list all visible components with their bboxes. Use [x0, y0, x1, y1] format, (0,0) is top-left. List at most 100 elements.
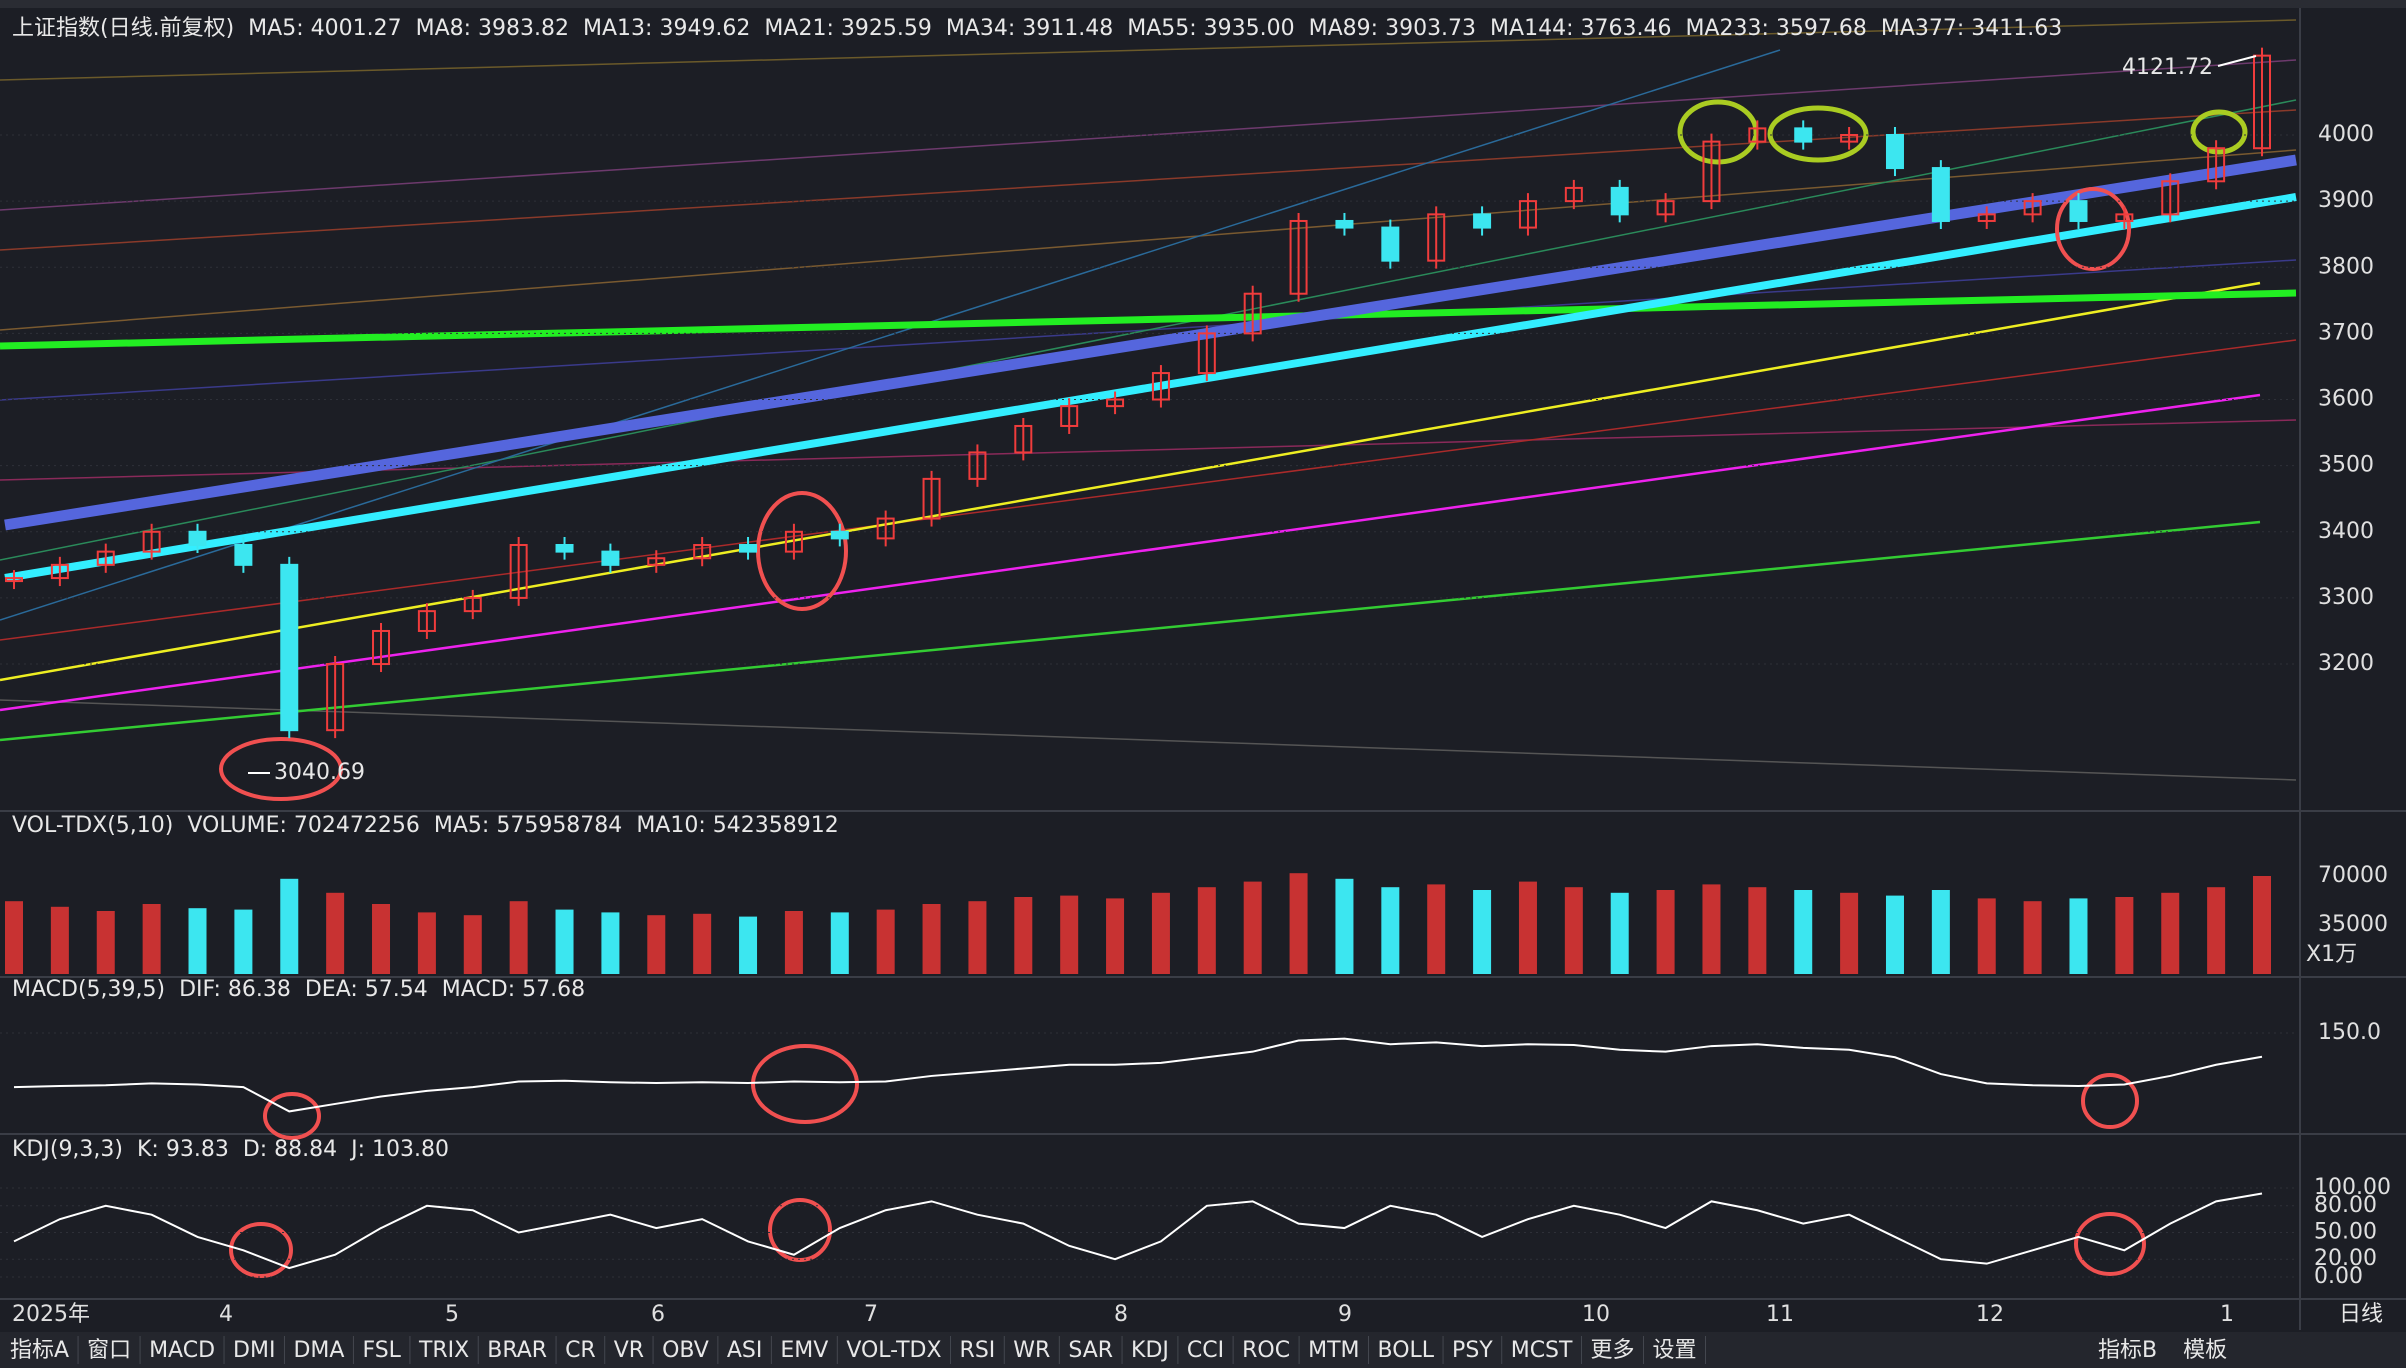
volume-tick-label: 70000	[2318, 863, 2388, 888]
candle	[1427, 213, 1446, 262]
ma-legend: MA21: 3925.59	[764, 16, 931, 41]
price-tick-label: 3800	[2318, 254, 2374, 279]
volume-bar	[693, 913, 712, 974]
indicator-tab[interactable]: BRAR	[487, 1338, 547, 1363]
indicator-tab[interactable]: DMI	[233, 1338, 275, 1363]
candle	[1289, 219, 1308, 295]
indicator-tab[interactable]: 窗口	[87, 1338, 131, 1363]
indicator-tab[interactable]: ASI	[727, 1338, 763, 1363]
volume-value: VOLUME: 702472256	[187, 813, 420, 838]
candle	[1885, 134, 1904, 170]
volume-bar	[326, 892, 345, 974]
trend-lines	[0, 19, 2297, 781]
volume-bar	[234, 909, 253, 974]
indicator-tab[interactable]: SAR	[1068, 1338, 1113, 1363]
indicator-tab[interactable]: BOLL	[1378, 1338, 1435, 1363]
volume-bar	[2023, 901, 2042, 974]
volume-bar	[1014, 897, 1033, 974]
candle	[2023, 200, 2042, 216]
candle	[647, 557, 666, 566]
volume-bar	[188, 908, 207, 974]
candle	[372, 629, 391, 666]
panel-title: MACD(5,39,5)	[12, 977, 165, 1002]
volume-bar	[372, 904, 391, 974]
indicator-tab[interactable]: KDJ	[1131, 1338, 1169, 1363]
volume-bar	[50, 906, 69, 974]
indicator-tab[interactable]: EMV	[780, 1338, 828, 1363]
candle	[1748, 127, 1767, 143]
candle	[830, 530, 849, 540]
high-arrow	[2217, 55, 2257, 67]
candle	[2069, 200, 2088, 222]
date-label: 9	[1338, 1302, 1352, 1327]
indicator-tab[interactable]: DMA	[293, 1338, 344, 1363]
indicator-tab[interactable]: 模板	[2183, 1338, 2227, 1363]
volume-bar	[1381, 887, 1400, 974]
ma-legend: MA144: 3763.46	[1490, 16, 1671, 41]
dif-value: DIF: 86.38	[179, 977, 291, 1002]
volume-bar	[5, 901, 23, 974]
candle	[2115, 213, 2134, 222]
indicator-tab[interactable]: WR	[1013, 1338, 1050, 1363]
indicator-tab[interactable]: RSI	[960, 1338, 996, 1363]
indicator-tab[interactable]: 指标B	[2098, 1338, 2157, 1363]
indicator-tab[interactable]: VR	[614, 1338, 644, 1363]
candle	[1335, 219, 1354, 229]
volume-bar	[1564, 887, 1583, 974]
indicator-tab[interactable]: MACD	[149, 1338, 215, 1363]
volume-bar	[463, 915, 482, 974]
indicator-tab[interactable]: ROC	[1242, 1338, 1290, 1363]
panel-borders	[0, 8, 2406, 1330]
low-label: 3040.69	[274, 760, 365, 785]
indicator-tab[interactable]: TRIX	[418, 1338, 469, 1363]
volume-bar	[142, 904, 161, 974]
ma-legend: MA10: 542358912	[636, 813, 838, 838]
volume-bar	[601, 912, 620, 974]
date-label: 12	[1976, 1302, 2004, 1327]
candle	[188, 530, 207, 547]
k-line	[13, 1192, 2263, 1270]
candle	[693, 544, 712, 560]
high-label: 4121.72	[2122, 55, 2213, 80]
candle	[1518, 200, 1537, 229]
kdj-tick-label: 0.00	[2314, 1264, 2363, 1289]
volume-bar	[555, 909, 574, 974]
indicator-tab[interactable]: MTM	[1308, 1338, 1359, 1363]
volume-bar	[2253, 876, 2271, 974]
indicator-tab[interactable]: 设置	[1652, 1338, 1696, 1363]
candle	[1473, 213, 1492, 229]
kdj-tick-label: 50.00	[2314, 1220, 2377, 1245]
candle	[1610, 186, 1629, 216]
candle	[50, 563, 69, 580]
volume-bar	[1060, 895, 1079, 974]
volume-bar	[1518, 881, 1537, 974]
highlight-ellipses-green	[1677, 99, 2248, 165]
candle	[2207, 147, 2226, 183]
volume-bar	[830, 912, 849, 974]
candle	[5, 577, 23, 583]
indicator-tab[interactable]: 更多	[1590, 1338, 1634, 1363]
ma-legend: MA89: 3903.73	[1309, 16, 1476, 41]
ma-legend: MA377: 3411.63	[1881, 16, 2062, 41]
indicator-tab[interactable]: CCI	[1187, 1338, 1224, 1363]
panel-title: VOL-TDX(5,10)	[12, 813, 173, 838]
candle	[2253, 54, 2271, 150]
candle	[922, 477, 941, 520]
volume-bar	[1977, 898, 1996, 974]
ma-legend: MA55: 3935.00	[1127, 16, 1294, 41]
candle	[1656, 200, 1675, 216]
volume-bar	[784, 911, 803, 974]
candle	[509, 544, 528, 599]
volume-bar	[1289, 873, 1308, 974]
indicator-tab[interactable]: CR	[565, 1338, 596, 1363]
indicator-tab[interactable]: FSL	[362, 1338, 401, 1363]
indicator-tab[interactable]: 指标A	[10, 1338, 69, 1363]
volume-bar	[647, 915, 666, 974]
indicator-tab[interactable]: VOL-TDX	[846, 1338, 941, 1363]
indicator-tab[interactable]: MCST	[1511, 1338, 1573, 1363]
indicator-tab[interactable]: PSY	[1452, 1338, 1493, 1363]
indicator-tab[interactable]: OBV	[662, 1338, 709, 1363]
date-label: 6	[651, 1302, 665, 1327]
candle	[2161, 180, 2180, 216]
